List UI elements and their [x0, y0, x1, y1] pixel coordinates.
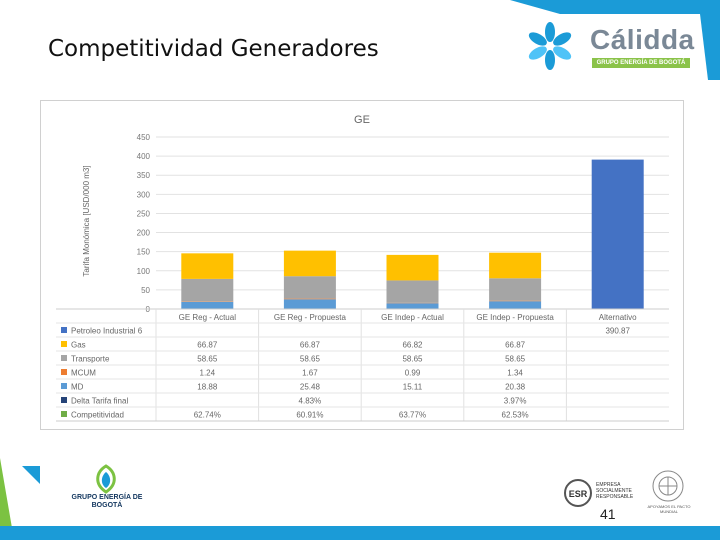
table-cell-value: 390.87 — [605, 327, 630, 336]
table-cell-value: 63.77% — [399, 411, 426, 420]
y-tick-label: 50 — [141, 286, 150, 295]
bar-gas — [489, 252, 542, 279]
y-tick-label: 200 — [137, 229, 151, 238]
bar-md — [489, 301, 542, 309]
category-label: GE Reg - Actual — [179, 313, 237, 322]
page-title: Competitividad Generadores — [48, 36, 379, 62]
bar-md — [181, 301, 234, 309]
table-cell-value: 18.88 — [197, 383, 218, 392]
table-cell-value: 20.38 — [505, 383, 526, 392]
table-cell-value: 58.65 — [402, 355, 423, 364]
table-cell-value: 1.34 — [507, 369, 523, 378]
brand-name: Cálidda — [590, 24, 695, 55]
table-cell-value: 62.74% — [194, 411, 221, 420]
bar-transporte — [181, 278, 234, 302]
y-tick-label: 300 — [137, 190, 151, 199]
header-decoration — [510, 0, 720, 80]
y-tick-label: 400 — [137, 152, 151, 161]
table-cell-value: 58.65 — [505, 355, 526, 364]
category-label: GE Indep - Actual — [381, 313, 444, 322]
bar-mcum — [283, 298, 336, 300]
y-tick-label: 150 — [137, 248, 151, 257]
calidda-flower-icon — [528, 22, 572, 70]
geb-logo-text: GRUPO ENERGÍA DE BOGOTÁ — [71, 494, 143, 509]
legend-label: MCUM — [71, 369, 96, 378]
legend-label: Competitividad — [71, 411, 124, 420]
bar-gas — [283, 250, 336, 277]
legend-swatch — [61, 383, 67, 389]
bar-gas — [386, 254, 439, 281]
y-tick-label: 250 — [137, 209, 151, 218]
category-label: GE Indep - Propuesta — [476, 313, 554, 322]
bar-gas — [181, 253, 234, 279]
table-cell-value: 62.53% — [502, 411, 529, 420]
chart-svg: GE Tarifa Monómica [USD/000 m3] 05010015… — [56, 114, 669, 422]
y-tick-label: 450 — [137, 133, 151, 142]
chart-title: GE — [354, 114, 370, 126]
table-cell-value: 66.87 — [197, 341, 218, 350]
data-table: GE Reg - Actual GE Reg - Propuesta GE Inde… — [56, 308, 669, 422]
category-label: GE Reg - Propuesta — [274, 313, 347, 322]
y-tick-label: 100 — [137, 267, 151, 276]
bar-transporte — [283, 276, 336, 299]
table-cell-value: 1.24 — [200, 369, 216, 378]
table-cell-value: 15.11 — [403, 383, 423, 392]
table-cell-value: 58.65 — [197, 355, 218, 364]
esr-logo-icon: ESR — [564, 479, 592, 507]
y-axis-label: Tarifa Monómica [USD/000 m3] — [82, 165, 91, 276]
header-blue-edge — [700, 14, 720, 80]
bar-transporte — [386, 280, 439, 303]
table-cell-value: 66.87 — [505, 341, 526, 350]
footer-blue-triangle — [22, 466, 40, 484]
un-text: APOYAMOS EL PACTO MUNDIAL — [647, 504, 691, 514]
chart-frame: GE Tarifa Monómica [USD/000 m3] 05010015… — [40, 100, 684, 430]
legend-label: Delta Tarifa final — [71, 397, 128, 406]
table-cell-value: 66.82 — [402, 341, 423, 350]
table-cell-value: 3.97% — [504, 397, 527, 406]
esr-text: EMPRESA SOCIALMENTE RESPONSABLE — [596, 482, 634, 500]
un-global-compact-icon — [652, 470, 684, 502]
legend-swatch — [61, 397, 67, 403]
table-cell-value: 66.87 — [300, 341, 321, 350]
y-tick-label: 350 — [137, 171, 151, 180]
header-blue-band — [510, 0, 720, 14]
bar-petroleo-industrial-6 — [591, 159, 644, 309]
footer-blue-band — [0, 526, 720, 540]
legend-swatch — [61, 327, 67, 333]
legend-swatch — [61, 411, 67, 417]
table-cell-value: 4.83% — [299, 397, 322, 406]
table-cell-value: 60.91% — [296, 411, 323, 420]
legend-label: MD — [71, 383, 84, 392]
bar-mcum — [489, 300, 542, 302]
svg-text:ESR: ESR — [569, 489, 588, 499]
legend-label: Transporte — [71, 355, 110, 364]
legend-label: Gas — [71, 341, 86, 350]
bars — [181, 159, 644, 309]
bar-md — [283, 299, 336, 309]
category-label: Alternativo — [599, 313, 637, 322]
bar-transporte — [489, 278, 542, 301]
table-cell-value: 1.67 — [302, 369, 318, 378]
legend-swatch — [61, 369, 67, 375]
bar-md — [386, 303, 439, 309]
brand-subtitle: GRUPO ENERGÍA DE BOGOTÁ — [592, 58, 690, 68]
legend-swatch — [61, 341, 67, 347]
legend-swatch — [61, 355, 67, 361]
legend-label: Petroleo Industrial 6 — [71, 327, 143, 336]
footer-decoration — [0, 458, 720, 540]
table-cell-value: 58.65 — [300, 355, 321, 364]
page-number: 41 — [600, 506, 616, 522]
geb-logo-icon — [96, 464, 116, 494]
table-cell-value: 25.48 — [300, 383, 321, 392]
table-cell-value: 0.99 — [405, 369, 421, 378]
